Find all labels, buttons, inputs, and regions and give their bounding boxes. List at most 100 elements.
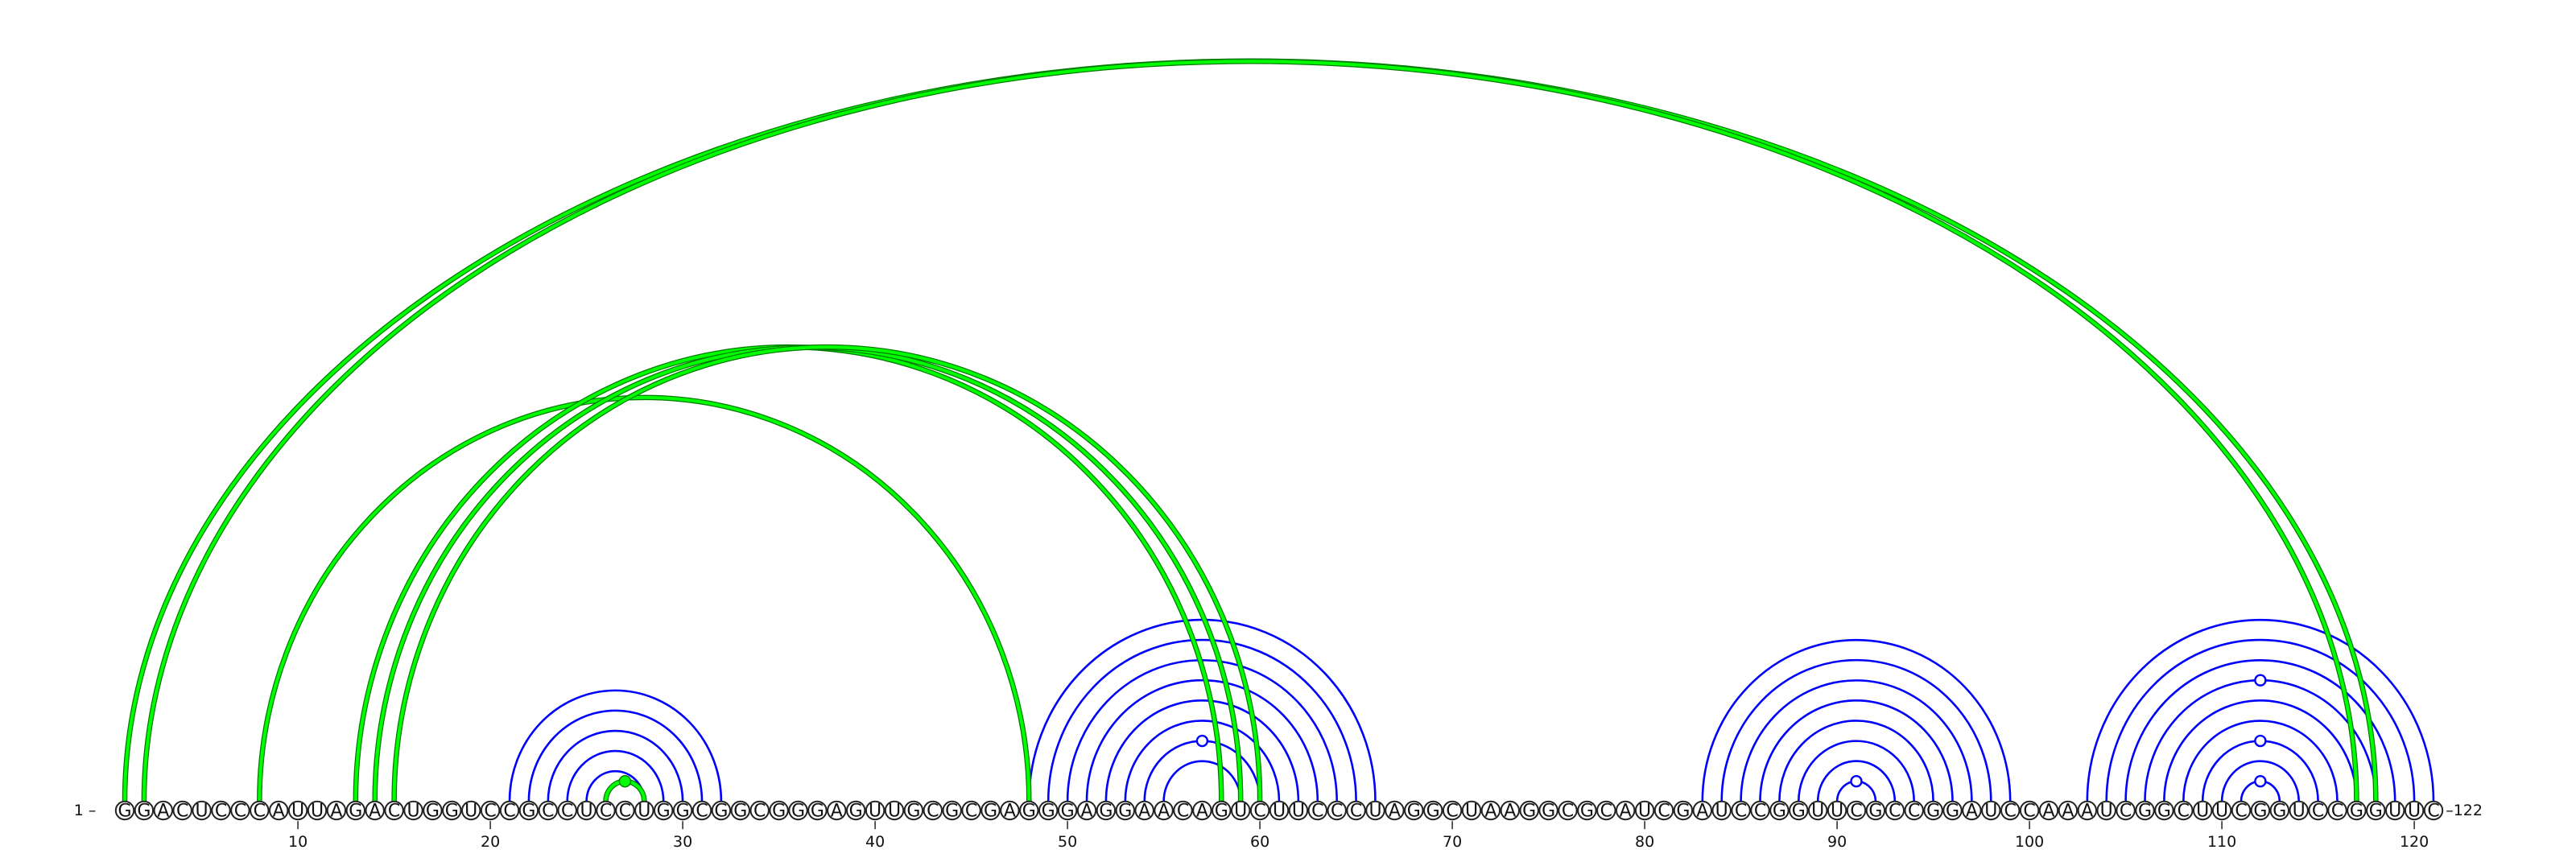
nucleotide-node	[1653, 800, 1674, 821]
nucleotide-node	[345, 800, 365, 821]
nucleotide-letter: U	[291, 802, 304, 822]
nucleotide: C	[2327, 800, 2347, 822]
nucleotide-letter: G	[1946, 802, 1959, 822]
nucleotide-letter: C	[388, 802, 400, 822]
nucleotide: G	[518, 800, 539, 822]
nucleotide: G	[769, 800, 789, 822]
nucleotide-node	[769, 800, 789, 821]
nucleotide: C	[384, 800, 404, 822]
nucleotide: G	[2135, 800, 2155, 822]
nucleotide-letter: C	[927, 802, 939, 822]
helix-pair-arc	[2124, 658, 2396, 803]
nucleotide-letter: C	[1331, 802, 1343, 822]
nucleotide: C	[596, 800, 616, 822]
nucleotide: G	[1923, 800, 1943, 822]
nucleotide: A	[1480, 800, 1501, 822]
nucleotide: G	[423, 800, 443, 822]
nucleotide-letter: C	[619, 802, 631, 822]
nucleotide-node	[576, 800, 597, 821]
nucleotide-node	[1231, 800, 1251, 821]
nucleotide-node	[1808, 800, 1828, 821]
nucleotide-letter: C	[254, 802, 266, 822]
nucleotide-letter: C	[2004, 802, 2017, 822]
nucleotide: A	[1192, 800, 1212, 822]
nucleotide-node	[788, 800, 808, 821]
nucleotide: A	[1134, 800, 1154, 822]
nucleotide: C	[230, 800, 250, 822]
nucleotide: C	[1442, 800, 1463, 822]
nucleotide-letter: C	[2178, 802, 2190, 822]
nucleotide-node	[211, 800, 231, 821]
nucleotide: G	[1096, 800, 1117, 822]
nucleotide: C	[2019, 800, 2040, 822]
nucleotide-node	[2327, 800, 2347, 821]
nucleotide: U	[1288, 800, 1309, 822]
nucleotide-node	[615, 800, 635, 821]
nucleotide: G	[2366, 800, 2386, 822]
nucleotide-node	[269, 800, 289, 821]
helix-pair-arc	[566, 749, 665, 803]
nucleotide-letter: G	[1542, 802, 1555, 822]
nucleotide-letter: G	[137, 802, 151, 822]
nucleotide-node	[1038, 800, 1059, 821]
nucleotide-node	[1461, 800, 1482, 821]
nucleotide-letter: G	[1118, 802, 1132, 822]
nucleotide-letter: C	[1735, 802, 1747, 822]
nucleotide-node	[1596, 800, 1616, 821]
nucleotide-letter: G	[118, 802, 131, 822]
nucleotide-node	[1904, 800, 1924, 821]
nucleotide: C	[2308, 800, 2328, 822]
nucleotide-letter: G	[714, 802, 728, 822]
nucleotide-letter: A	[1966, 802, 1978, 822]
axis-tick-label: 50	[1058, 833, 1077, 851]
nucleotide-letter: A	[1504, 802, 1516, 822]
nucleotide: U	[287, 800, 308, 822]
nucleotide: G	[1212, 800, 1232, 822]
nucleotide-letter: C	[176, 802, 188, 822]
helix-pair-arc	[1816, 760, 1897, 803]
nucleotide-letter: C	[234, 802, 246, 822]
helix-pair-arc	[527, 709, 704, 803]
nucleotide-letter: G	[2253, 802, 2267, 822]
pseudoknot-arc-outline	[353, 344, 1224, 805]
nucleotide-letter: A	[157, 802, 169, 822]
loop-marker-hollow	[2254, 734, 2267, 748]
nucleotide-node	[672, 800, 693, 821]
nucleotide-node	[442, 800, 462, 821]
nucleotide-node	[1057, 800, 1078, 821]
nucleotide-letter: A	[2062, 802, 2074, 822]
nucleotide: U	[2385, 800, 2405, 822]
nucleotide-node	[1711, 800, 1732, 821]
nucleotide: A	[1000, 800, 1020, 822]
nucleotide-node	[1307, 800, 1328, 821]
nucleotide: G	[1942, 800, 1963, 822]
nucleotide: G	[2347, 800, 2367, 822]
nucleotide-node	[1212, 800, 1232, 821]
nucleotide-node	[923, 800, 943, 821]
nucleotide-letter: G	[657, 802, 671, 822]
nucleotide: G	[730, 800, 750, 822]
nucleotide: C	[2423, 800, 2444, 822]
nucleotide-letter: G	[445, 802, 459, 822]
nucleotide-letter: C	[696, 802, 708, 822]
nucleotide-node	[499, 800, 520, 821]
nucleotide-node	[2077, 800, 2098, 821]
nucleotide: G	[807, 800, 828, 822]
nucleotide: C	[1653, 800, 1674, 822]
nucleotide-node	[518, 800, 539, 821]
nucleotide-node	[1962, 800, 1982, 821]
nucleotide: G	[1423, 800, 1443, 822]
nucleotide-letter: C	[2120, 802, 2132, 822]
nucleotide-node	[1846, 800, 1867, 821]
nucleotide: A	[326, 800, 347, 822]
nucleotide-node	[2404, 800, 2425, 821]
nucleotide-letter: G	[2138, 802, 2152, 822]
nucleotide-letter: C	[2235, 802, 2247, 822]
nucleotide: U	[634, 800, 654, 822]
nucleotide-node	[2154, 800, 2174, 821]
nucleotide-node	[2385, 800, 2405, 821]
nucleotide-letter: G	[1426, 802, 1440, 822]
nucleotide-node	[1173, 800, 1193, 821]
helix-pair-arc	[2201, 740, 2319, 803]
nucleotide-node	[807, 800, 828, 821]
